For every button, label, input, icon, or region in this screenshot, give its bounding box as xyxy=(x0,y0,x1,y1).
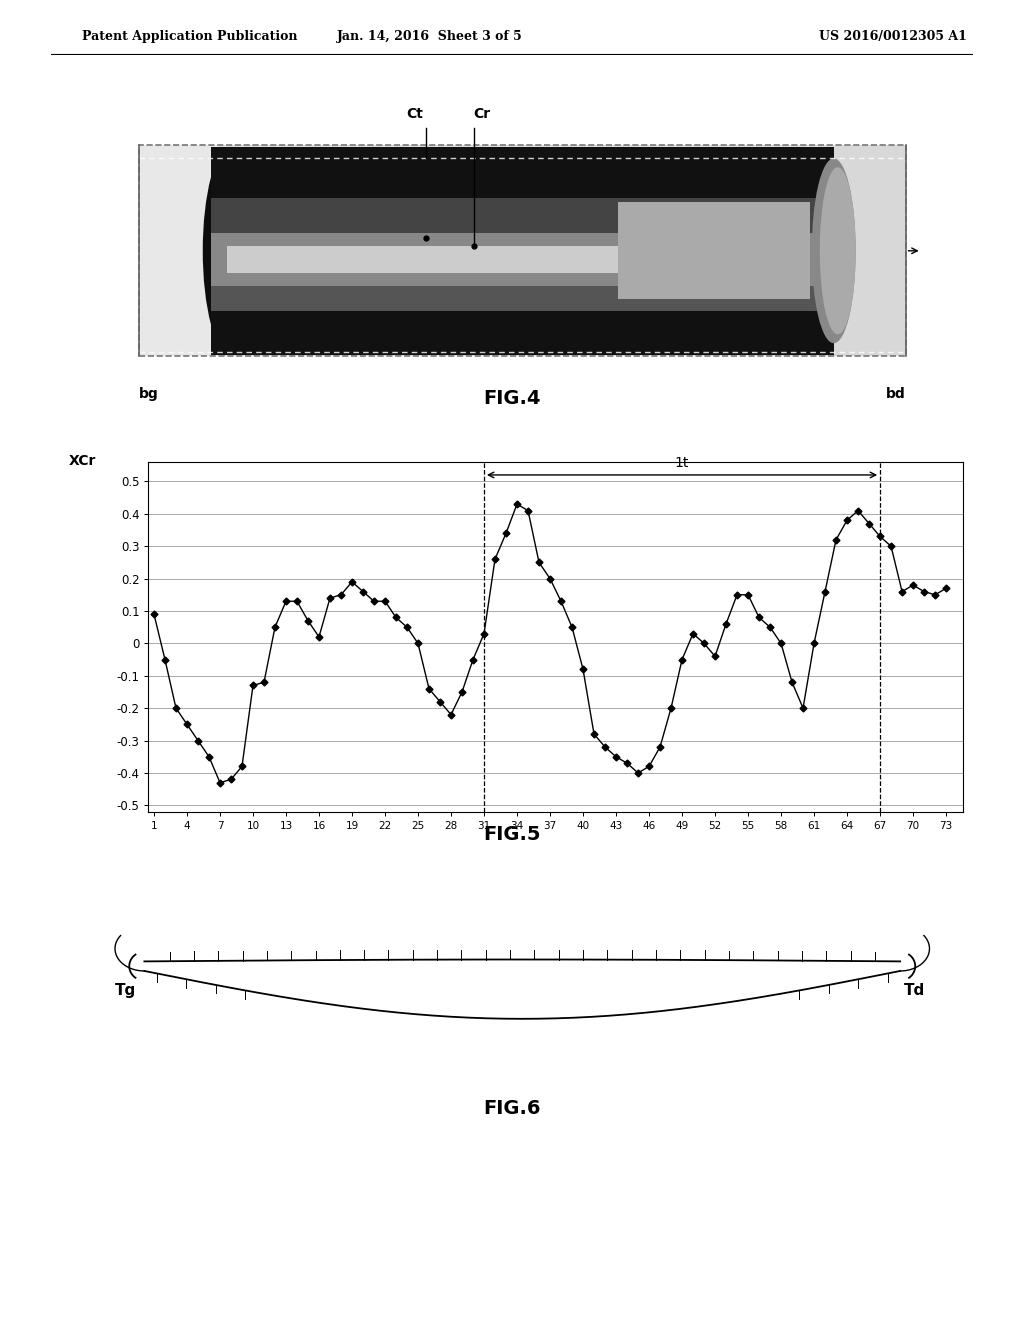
Bar xyxy=(618,202,810,300)
Bar xyxy=(211,147,834,198)
Bar xyxy=(139,145,905,356)
Bar xyxy=(211,198,834,234)
Bar xyxy=(211,234,834,286)
Text: Ct: Ct xyxy=(406,107,423,121)
Ellipse shape xyxy=(812,158,856,343)
Text: FIG.6: FIG.6 xyxy=(483,1100,541,1118)
Text: XCr: XCr xyxy=(69,454,96,469)
Bar xyxy=(211,310,834,355)
Text: FIG.5: FIG.5 xyxy=(483,825,541,843)
Bar xyxy=(226,247,626,273)
Text: Tg: Tg xyxy=(115,982,136,998)
Text: Td: Td xyxy=(904,982,926,998)
Text: Jan. 14, 2016  Sheet 3 of 5: Jan. 14, 2016 Sheet 3 of 5 xyxy=(337,30,523,44)
Bar xyxy=(211,276,834,310)
Text: 1t: 1t xyxy=(675,457,689,470)
Bar xyxy=(139,145,219,356)
Text: Patent Application Publication: Patent Application Publication xyxy=(82,30,297,44)
Ellipse shape xyxy=(203,147,259,355)
Ellipse shape xyxy=(820,168,856,334)
Bar xyxy=(825,145,905,356)
Text: Cr: Cr xyxy=(474,107,490,121)
Bar xyxy=(211,147,834,355)
Text: US 2016/0012305 A1: US 2016/0012305 A1 xyxy=(819,30,967,44)
Text: bg: bg xyxy=(139,387,159,401)
Text: bd: bd xyxy=(886,387,905,401)
Text: FIG.4: FIG.4 xyxy=(483,389,541,408)
Bar xyxy=(139,145,905,356)
